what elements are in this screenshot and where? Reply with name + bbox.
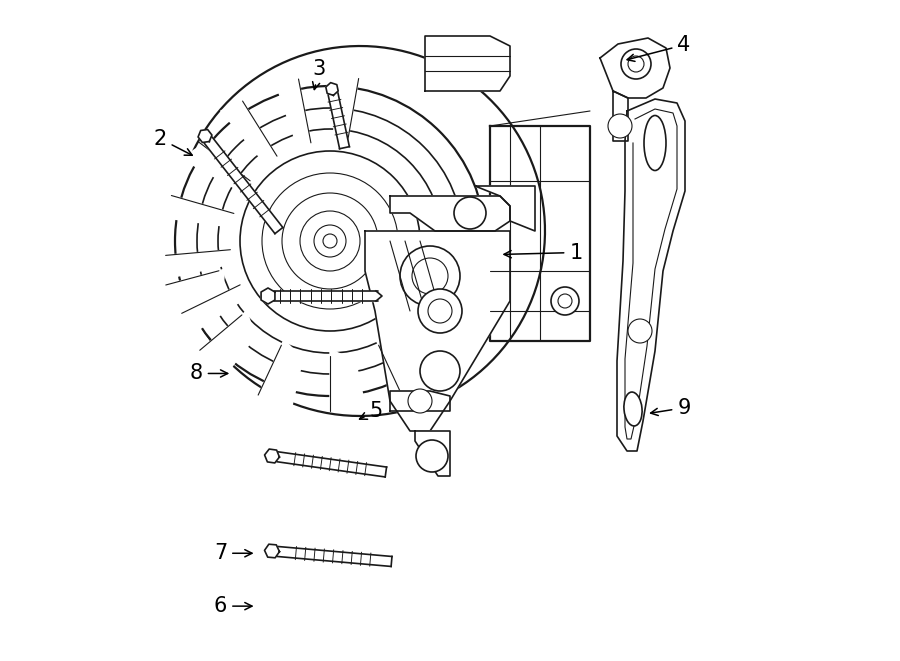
Circle shape: [608, 114, 632, 138]
Circle shape: [197, 108, 463, 374]
Polygon shape: [265, 449, 279, 463]
Circle shape: [454, 197, 486, 229]
Circle shape: [628, 56, 644, 72]
Polygon shape: [186, 282, 248, 336]
Polygon shape: [326, 83, 338, 95]
Circle shape: [400, 246, 460, 306]
Text: 1: 1: [504, 243, 582, 262]
Circle shape: [240, 151, 420, 331]
Text: 2: 2: [154, 129, 193, 155]
Polygon shape: [274, 291, 378, 301]
Circle shape: [300, 211, 360, 271]
Polygon shape: [220, 105, 281, 163]
Polygon shape: [330, 350, 366, 411]
Ellipse shape: [624, 392, 642, 426]
Circle shape: [558, 294, 572, 308]
Ellipse shape: [644, 116, 666, 171]
Circle shape: [323, 234, 337, 248]
Text: 7: 7: [214, 543, 252, 563]
Polygon shape: [277, 452, 387, 477]
Circle shape: [408, 389, 432, 413]
Polygon shape: [376, 338, 435, 391]
Polygon shape: [165, 249, 238, 279]
Circle shape: [551, 287, 579, 315]
Polygon shape: [260, 340, 302, 410]
Polygon shape: [181, 145, 256, 188]
Text: 5: 5: [359, 401, 382, 421]
Circle shape: [428, 299, 452, 323]
Circle shape: [314, 225, 346, 257]
Polygon shape: [265, 544, 280, 558]
Polygon shape: [613, 91, 628, 141]
Text: 8: 8: [190, 364, 228, 383]
Polygon shape: [390, 196, 510, 231]
Polygon shape: [390, 391, 450, 411]
Polygon shape: [425, 36, 510, 91]
Polygon shape: [365, 231, 510, 431]
Circle shape: [418, 289, 462, 333]
Text: 9: 9: [651, 398, 690, 418]
Polygon shape: [181, 46, 545, 416]
Circle shape: [282, 193, 378, 289]
Circle shape: [175, 86, 485, 396]
Circle shape: [628, 319, 652, 343]
Circle shape: [218, 129, 442, 353]
Polygon shape: [376, 291, 382, 301]
Circle shape: [420, 351, 460, 391]
Polygon shape: [198, 130, 212, 143]
Polygon shape: [170, 269, 225, 320]
Polygon shape: [274, 80, 312, 151]
Polygon shape: [334, 71, 358, 151]
Circle shape: [621, 49, 651, 79]
Circle shape: [262, 173, 398, 309]
Text: 3: 3: [312, 59, 326, 89]
Polygon shape: [415, 431, 450, 476]
Polygon shape: [277, 547, 392, 566]
Circle shape: [416, 440, 448, 472]
Text: 4: 4: [627, 35, 690, 61]
Polygon shape: [162, 197, 241, 226]
Polygon shape: [490, 126, 590, 341]
Circle shape: [412, 258, 448, 294]
Polygon shape: [204, 137, 283, 233]
Polygon shape: [475, 186, 535, 231]
Polygon shape: [202, 311, 256, 378]
Polygon shape: [617, 99, 685, 451]
Polygon shape: [600, 38, 670, 98]
Polygon shape: [261, 288, 274, 304]
Text: 6: 6: [214, 596, 252, 616]
Polygon shape: [328, 93, 349, 149]
